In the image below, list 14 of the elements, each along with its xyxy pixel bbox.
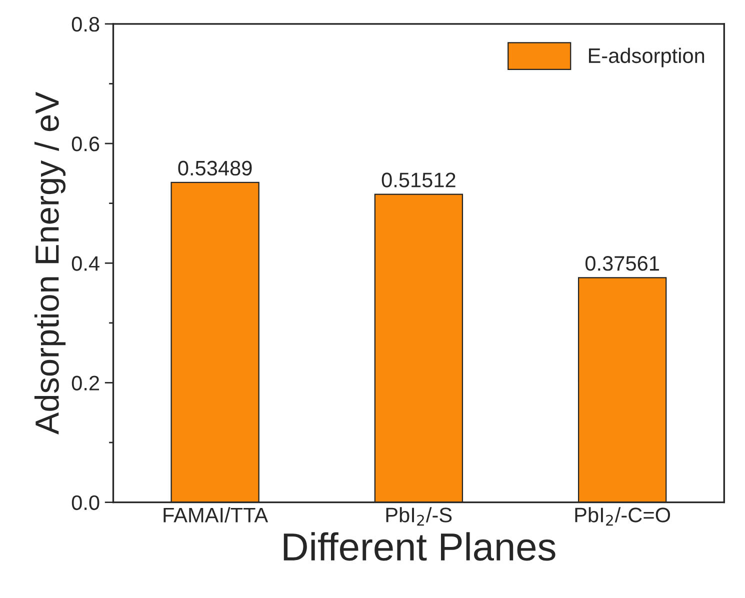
x-axis-title: Different Planes xyxy=(284,532,556,561)
y-tick-label: 0.4 xyxy=(72,256,100,271)
y-tick-label: 0.2 xyxy=(72,376,99,390)
legend-label: E-adsorption xyxy=(588,48,704,68)
x-tick-label: PbI$_{2}$/-S xyxy=(386,507,452,526)
y-tick-label: 0.0 xyxy=(72,495,100,510)
y-axis-title: Adsorption Energy / eV xyxy=(34,92,66,434)
x-tick-label: PbI$_{2}$/-C=O xyxy=(575,507,670,526)
y-tick-label: 0.8 xyxy=(72,16,100,32)
data-label: 0.37561 xyxy=(585,256,659,271)
data-label: 0.51512 xyxy=(382,172,456,188)
y-tick-label: 0.6 xyxy=(72,136,100,152)
x-tick-label: FAMAI/TTA xyxy=(164,507,268,522)
data-label: 0.53489 xyxy=(178,160,252,176)
